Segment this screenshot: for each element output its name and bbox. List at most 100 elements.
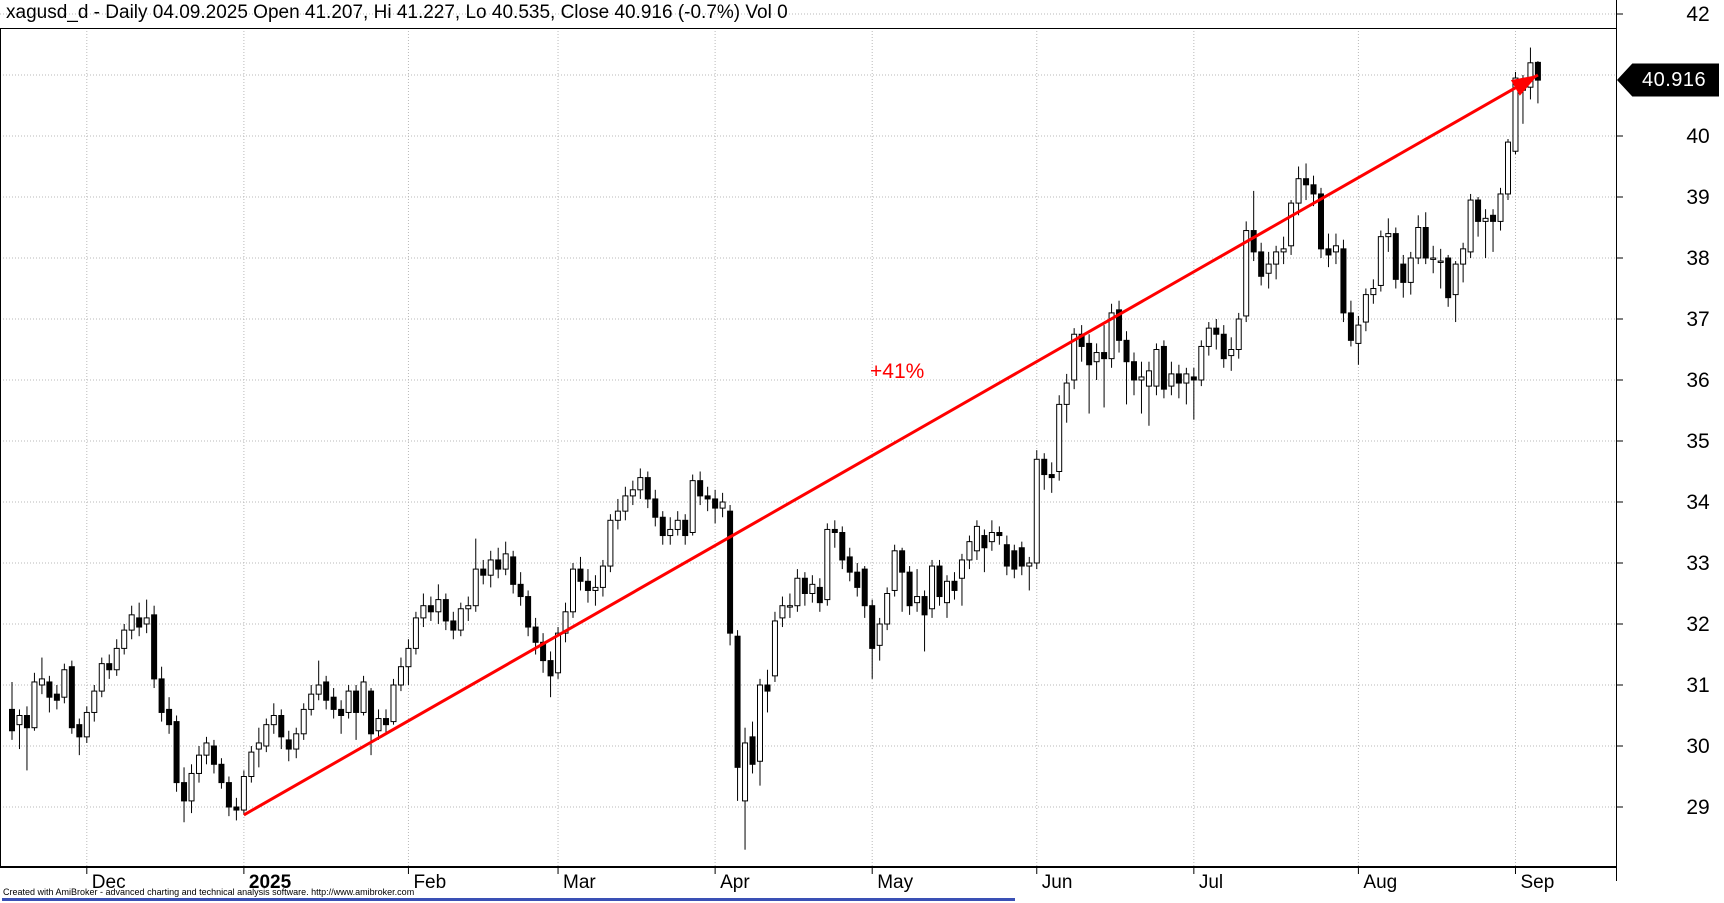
candle-body	[1527, 62, 1534, 88]
candle-up	[891, 544, 898, 597]
x-tick-label[interactable]: Aug	[1363, 872, 1397, 893]
candle-down	[225, 776, 232, 817]
candle-up	[240, 770, 247, 815]
candle-body	[293, 733, 300, 750]
candle-body	[555, 632, 562, 674]
candle-down	[106, 654, 113, 679]
candle-down	[480, 559, 487, 585]
candle-body	[1033, 458, 1040, 564]
x-tick-label[interactable]: Jul	[1199, 872, 1223, 893]
candle-up	[944, 575, 950, 618]
candle-body	[353, 690, 360, 713]
candle-down	[846, 547, 853, 582]
candle-body	[839, 532, 846, 561]
candle-body	[936, 565, 943, 598]
candle-body	[667, 528, 674, 537]
y-tick-label[interactable]: 30	[1686, 735, 1709, 758]
candle-body	[1228, 349, 1235, 357]
candle-body	[779, 605, 786, 619]
candle-body	[1116, 309, 1123, 341]
y-tick-label[interactable]: 42	[1686, 3, 1709, 26]
candle-down	[1213, 319, 1220, 350]
y-tick-label[interactable]: 33	[1686, 552, 1709, 575]
x-tick-label[interactable]: Jun	[1042, 872, 1073, 893]
candle-body	[764, 684, 771, 692]
candle-body	[988, 532, 995, 543]
y-tick-label[interactable]: 34	[1686, 491, 1710, 514]
candle-down	[584, 569, 591, 603]
candle-body	[786, 605, 793, 608]
candle-down	[450, 611, 457, 640]
candle-down	[1422, 212, 1429, 265]
x-tick-label[interactable]: May	[877, 872, 913, 893]
candle-up	[570, 563, 576, 618]
y-tick-label[interactable]: 35	[1686, 430, 1709, 453]
candle-body	[98, 663, 105, 692]
candle-down	[1190, 367, 1197, 420]
candle-up	[674, 511, 681, 536]
candle-body	[1258, 251, 1265, 277]
candle-body	[457, 608, 464, 631]
candle-body	[450, 620, 457, 631]
candle-body	[809, 583, 816, 594]
candle-down	[1123, 331, 1130, 405]
candle-up	[308, 685, 315, 716]
candle-up	[884, 587, 891, 631]
candle-down	[1003, 535, 1010, 576]
candle-body	[31, 681, 38, 729]
candle-down	[839, 526, 846, 570]
y-tick-label[interactable]: 37	[1686, 308, 1709, 331]
candle-body	[1497, 193, 1504, 222]
candle-down	[181, 767, 188, 823]
candle-body	[196, 754, 202, 774]
candle-body	[1445, 257, 1452, 299]
candle-down	[906, 566, 913, 615]
candle-body	[816, 586, 823, 604]
candle-down	[869, 599, 876, 679]
candle-body	[1505, 141, 1511, 195]
y-tick-label[interactable]: 31	[1686, 674, 1709, 697]
candle-body	[1101, 352, 1108, 360]
candle-up	[779, 596, 786, 628]
candle-down	[1340, 239, 1347, 323]
candle-down	[1048, 462, 1055, 493]
candle-down	[285, 730, 292, 762]
candle-down	[547, 651, 554, 698]
candle-body	[1332, 245, 1339, 253]
candle-body	[1415, 227, 1422, 259]
x-tick-label[interactable]: 2025	[249, 872, 292, 893]
candle-body	[981, 535, 988, 549]
x-tick-label[interactable]: Apr	[720, 872, 750, 893]
candle-up	[1071, 328, 1078, 390]
x-tick-label[interactable]: Mar	[563, 872, 596, 893]
candle-up	[1198, 340, 1205, 387]
y-tick-label[interactable]: 40	[1686, 125, 1709, 148]
candle-down	[921, 590, 928, 652]
candle-down	[831, 520, 838, 548]
candle-up	[1295, 166, 1302, 216]
y-tick-label[interactable]: 32	[1686, 613, 1709, 636]
y-tick-label[interactable]: 38	[1686, 247, 1709, 270]
candle-down	[1347, 300, 1354, 347]
candle-down	[525, 590, 532, 637]
candle-up	[1415, 215, 1422, 265]
candle-body	[53, 693, 60, 701]
candle-body	[285, 739, 292, 750]
candle-up	[315, 660, 322, 701]
x-tick-label[interactable]: Sep	[1520, 872, 1554, 893]
candle-body	[1437, 260, 1444, 263]
candle-body	[315, 684, 322, 695]
y-tick-label[interactable]: 39	[1686, 186, 1709, 209]
y-tick-label[interactable]: 29	[1686, 796, 1709, 819]
trendline[interactable]	[243, 73, 1539, 817]
x-tick-label[interactable]: Feb	[413, 872, 446, 893]
trendline-gain-label: +41%	[870, 360, 925, 383]
y-tick-label[interactable]: 36	[1686, 369, 1709, 392]
candle-up	[435, 584, 442, 624]
candle-up	[345, 685, 352, 719]
candle-up	[465, 596, 472, 621]
candle-body	[383, 718, 389, 726]
x-tick-label[interactable]: Dec	[92, 872, 126, 893]
candle-down	[697, 471, 704, 506]
